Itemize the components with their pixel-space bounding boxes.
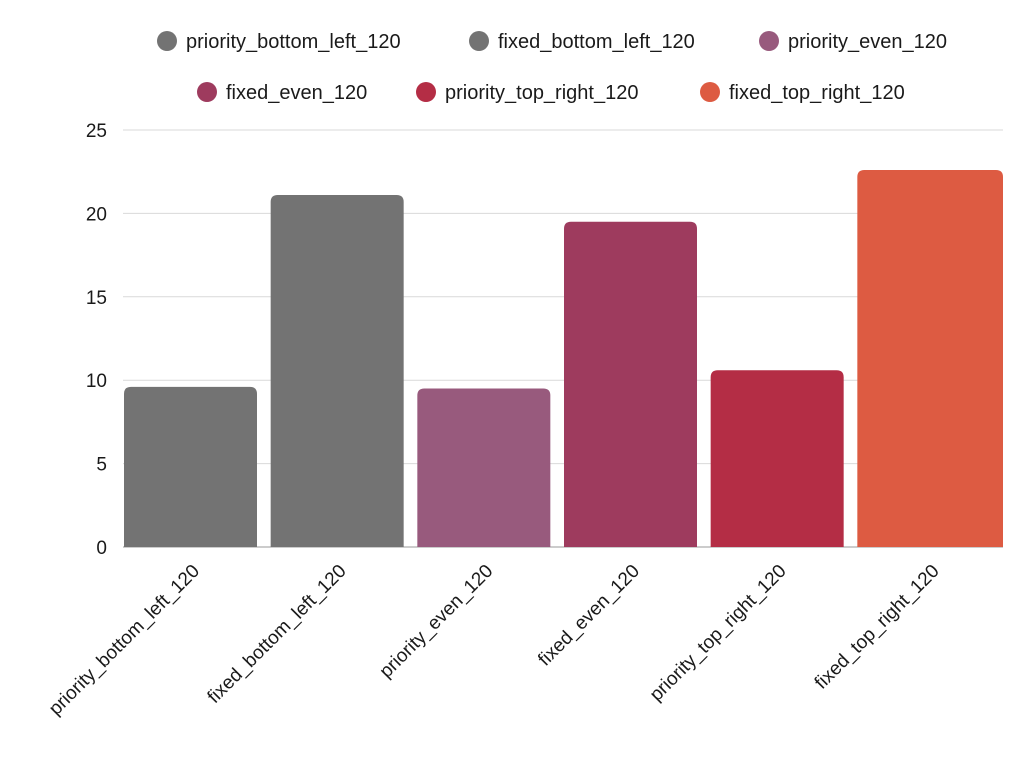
x-tick-label-fixed-bottom-left-120: fixed_bottom_left_120 — [204, 561, 351, 708]
bar-fixed-even-120 — [564, 221, 697, 548]
legend-label-priority-top-right-120: priority_top_right_120 — [445, 82, 638, 104]
bars — [124, 170, 1003, 548]
legend-swatch-fixed-even-120 — [197, 82, 217, 102]
x-tick-label-priority-bottom-left-120: priority_bottom_left_120 — [45, 561, 204, 720]
x-tick-label-fixed-top-right-120: fixed_top_right_120 — [811, 561, 944, 694]
bar-fixed-top-right-120 — [857, 170, 1003, 548]
legend-swatch-priority-bottom-left-120 — [157, 31, 177, 51]
x-tick-label-priority-top-right-120: priority_top_right_120 — [646, 561, 791, 706]
x-axis-labels: priority_bottom_left_120 fixed_bottom_lef… — [45, 561, 944, 720]
legend-label-priority-bottom-left-120: priority_bottom_left_120 — [186, 31, 401, 53]
bar-priority-top-right-120 — [710, 370, 844, 547]
gridlines — [123, 129, 1003, 548]
legend-swatch-priority-top-right-120 — [416, 82, 436, 102]
y-tick-label-10: 10 — [86, 371, 107, 392]
x-tick-label-priority-even-120: priority_even_120 — [376, 561, 498, 683]
bar-priority-even-120 — [417, 388, 551, 547]
legend-label-fixed-even-120: fixed_even_120 — [226, 82, 367, 104]
legend: priority_bottom_left_120 fixed_bottom_lef… — [157, 31, 947, 104]
legend-label-fixed-bottom-left-120: fixed_bottom_left_120 — [498, 31, 695, 53]
y-tick-label-5: 5 — [96, 455, 107, 476]
y-tick-label-15: 15 — [86, 288, 107, 309]
y-axis-ticks: 0 5 10 15 20 25 — [86, 121, 107, 559]
legend-label-priority-even-120: priority_even_120 — [788, 31, 947, 53]
bar-fixed-bottom-left-120 — [270, 195, 404, 547]
y-tick-label-25: 25 — [86, 121, 107, 142]
legend-swatch-fixed-bottom-left-120 — [469, 31, 489, 51]
y-tick-label-0: 0 — [96, 538, 107, 559]
y-tick-label-20: 20 — [86, 204, 107, 225]
x-tick-label-fixed-even-120: fixed_even_120 — [534, 561, 644, 671]
legend-label-fixed-top-right-120: fixed_top_right_120 — [729, 82, 905, 104]
legend-swatch-priority-even-120 — [759, 31, 779, 51]
legend-swatch-fixed-top-right-120 — [700, 82, 720, 102]
bar-priority-bottom-left-120 — [124, 386, 257, 547]
